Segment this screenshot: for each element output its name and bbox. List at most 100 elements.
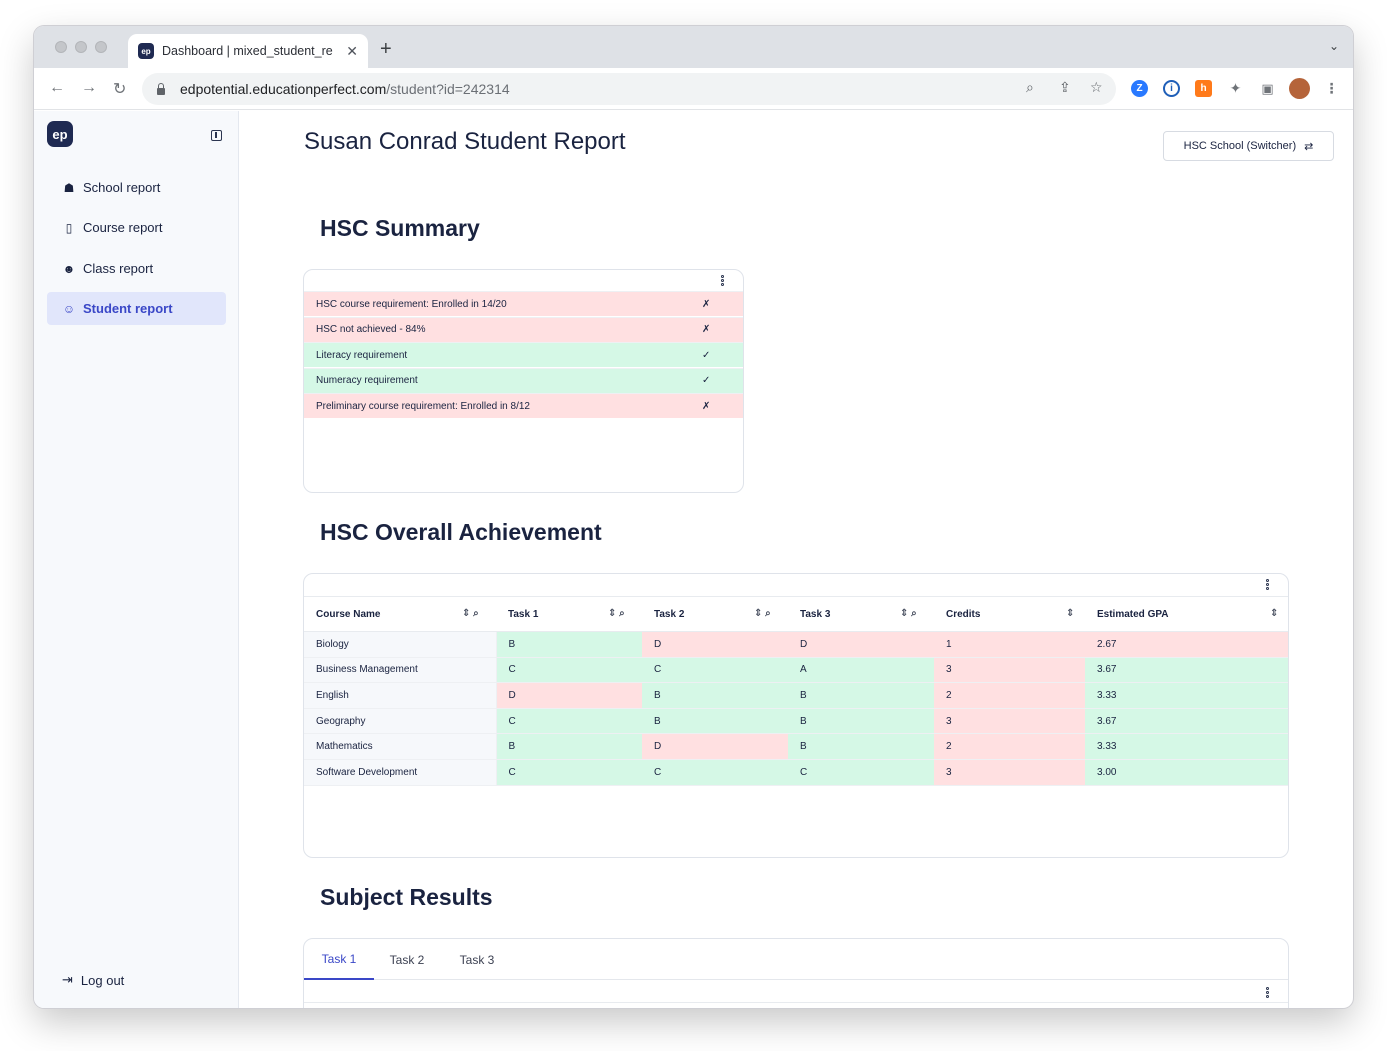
task-3-cell: B bbox=[788, 733, 934, 760]
zoom-icon[interactable]: ⌕ bbox=[1026, 79, 1034, 95]
summary-row: HSC not achieved - 84% ✗ bbox=[304, 316, 743, 342]
side-panel-icon[interactable]: ▣ bbox=[1261, 80, 1274, 96]
sort-search-icon[interactable]: ⇕ ⌕ bbox=[462, 608, 479, 619]
table-row[interactable]: Business Management C C A 3 3.67 bbox=[304, 657, 1288, 684]
credits-cell: 3 bbox=[934, 759, 1085, 786]
achievement-card: Course Name ⇕ ⌕ Task 1 ⇕ ⌕ Task 2 ⇕ ⌕ Task … bbox=[303, 573, 1289, 858]
tab-task-2[interactable]: Task 2 bbox=[389, 952, 425, 967]
column-header-estimated-gpa[interactable]: Estimated GPA ⇕ bbox=[1085, 596, 1288, 632]
sort-icon[interactable]: ⇕ bbox=[1270, 608, 1279, 619]
task-3-cell: B bbox=[788, 708, 934, 735]
sidebar-item-school-report[interactable]: ☗ School report bbox=[47, 171, 226, 204]
back-arrow-icon[interactable]: ← bbox=[49, 79, 65, 96]
browser-tab[interactable]: ep Dashboard | mixed_student_re ✕ bbox=[128, 34, 368, 68]
tab-search-chevron-icon[interactable]: ⌄ bbox=[1328, 39, 1339, 53]
sidebar-item-label: School report bbox=[83, 180, 161, 195]
gpa-cell: 3.33 bbox=[1085, 733, 1288, 760]
bookmark-star-icon[interactable]: ☆ bbox=[1090, 79, 1103, 95]
tab-task-3[interactable]: Task 3 bbox=[459, 952, 495, 967]
task-1-cell: B bbox=[496, 733, 642, 760]
task-2-cell: C bbox=[642, 759, 788, 786]
column-label: Task 1 bbox=[508, 608, 539, 620]
sidebar-item-student-report[interactable]: ☺ Student report bbox=[47, 292, 226, 325]
school-switcher-button[interactable]: HSC School (Switcher) ⇄ bbox=[1163, 131, 1334, 161]
course-name-cell: Geography bbox=[304, 708, 497, 735]
task-2-cell: C bbox=[642, 657, 788, 684]
table-row[interactable]: Geography C B B 3 3.67 bbox=[304, 708, 1288, 735]
tab-task-1[interactable]: Task 1 bbox=[304, 939, 374, 980]
url-text[interactable]: edpotential.educationperfect.com/student… bbox=[180, 81, 510, 97]
gpa-cell: 3.00 bbox=[1085, 759, 1288, 786]
sidebar-item-class-report[interactable]: ☻ Class report bbox=[47, 252, 226, 285]
column-header-task-2[interactable]: Task 2 ⇕ ⌕ bbox=[642, 596, 788, 632]
close-window-button[interactable] bbox=[55, 41, 67, 53]
card-menu-icon[interactable] bbox=[1264, 987, 1270, 999]
sort-search-icon[interactable]: ⇕ ⌕ bbox=[608, 608, 625, 619]
sort-icon[interactable]: ⇕ bbox=[1066, 608, 1075, 619]
collapse-sidebar-icon[interactable] bbox=[211, 130, 222, 141]
sidebar-item-label: Course report bbox=[83, 220, 163, 235]
profile-avatar[interactable] bbox=[1289, 78, 1310, 99]
subject-results-section-title: Subject Results bbox=[320, 884, 493, 910]
credits-cell: 3 bbox=[934, 708, 1085, 735]
table-row[interactable]: Biology B D D 1 2.67 bbox=[304, 631, 1288, 658]
close-tab-icon[interactable]: ✕ bbox=[346, 42, 358, 59]
card-menu-icon[interactable] bbox=[1264, 579, 1270, 591]
column-header-task-1[interactable]: Task 1 ⇕ ⌕ bbox=[496, 596, 642, 632]
gpa-cell: 3.67 bbox=[1085, 657, 1288, 684]
subject-results-card: Task 1 Task 2 Task 3 bbox=[303, 938, 1289, 1008]
subject-results-tabs: Task 1 Task 2 Task 3 bbox=[304, 939, 1288, 980]
divider bbox=[304, 1002, 1288, 1003]
sort-search-icon[interactable]: ⇕ ⌕ bbox=[900, 608, 917, 619]
column-header-course-name[interactable]: Course Name ⇕ ⌕ bbox=[304, 596, 496, 632]
logout-label: Log out bbox=[80, 972, 125, 988]
check-icon: ✓ bbox=[702, 375, 711, 386]
forward-arrow-icon[interactable]: → bbox=[81, 79, 97, 96]
zoom-window-button[interactable] bbox=[95, 41, 107, 53]
cross-icon: ✗ bbox=[702, 400, 711, 412]
summary-row-text: Preliminary course requirement: Enrolled… bbox=[316, 400, 530, 412]
table-row[interactable]: Mathematics B D B 2 3.33 bbox=[304, 733, 1288, 760]
minimize-window-button[interactable] bbox=[75, 41, 87, 53]
column-header-credits[interactable]: Credits ⇕ bbox=[934, 596, 1085, 632]
credits-cell: 3 bbox=[934, 657, 1085, 684]
gpa-cell: 3.67 bbox=[1085, 708, 1288, 735]
logout-button[interactable]: ⇥ Log out bbox=[62, 972, 124, 988]
zoom-extension-icon[interactable]: Z bbox=[1131, 80, 1148, 97]
school-icon: ☗ bbox=[63, 180, 75, 195]
table-row[interactable]: English D B B 2 3.33 bbox=[304, 682, 1288, 709]
credits-cell: 2 bbox=[934, 733, 1085, 760]
share-icon[interactable]: ⇪ bbox=[1059, 79, 1071, 95]
new-tab-icon[interactable]: + bbox=[380, 38, 392, 60]
reload-icon[interactable]: ↻ bbox=[113, 81, 127, 98]
course-name-cell: Mathematics bbox=[304, 733, 497, 760]
task-2-cell: D bbox=[642, 733, 788, 760]
password-extension-icon[interactable]: i bbox=[1163, 80, 1180, 97]
task-3-cell: A bbox=[788, 657, 934, 684]
sort-search-icon[interactable]: ⇕ ⌕ bbox=[754, 608, 771, 619]
column-header-task-3[interactable]: Task 3 ⇕ ⌕ bbox=[788, 596, 934, 632]
course-name-cell: English bbox=[304, 682, 497, 709]
gpa-cell: 2.67 bbox=[1085, 631, 1288, 658]
swap-icon: ⇄ bbox=[1304, 140, 1314, 153]
sidebar-item-course-report[interactable]: ▯ Course report bbox=[47, 211, 226, 244]
check-icon: ✓ bbox=[702, 349, 711, 361]
cross-icon: ✗ bbox=[702, 298, 711, 310]
hubspot-extension-icon[interactable]: h bbox=[1195, 80, 1212, 97]
summary-row-text: Numeracy requirement bbox=[316, 375, 418, 386]
card-menu-icon[interactable] bbox=[719, 275, 725, 287]
table-row[interactable]: Software Development C C C 3 3.00 bbox=[304, 759, 1288, 786]
task-2-cell: B bbox=[642, 682, 788, 709]
task-1-cell: C bbox=[496, 657, 642, 684]
summary-row-text: HSC not achieved - 84% bbox=[316, 324, 426, 335]
task-3-cell: B bbox=[788, 682, 934, 709]
task-2-cell: D bbox=[642, 631, 788, 658]
more-menu-icon[interactable]: ⋮ bbox=[1324, 80, 1339, 96]
extensions-puzzle-icon[interactable]: ✦ bbox=[1229, 80, 1242, 96]
address-bar[interactable]: edpotential.educationperfect.com/student… bbox=[142, 73, 1116, 105]
sidebar-item-label: Class report bbox=[83, 261, 154, 276]
users-icon: ☻ bbox=[62, 261, 76, 276]
achievement-table: Course Name ⇕ ⌕ Task 1 ⇕ ⌕ Task 2 ⇕ ⌕ Task … bbox=[304, 596, 1288, 786]
task-3-cell: D bbox=[788, 631, 934, 658]
course-name-cell: Software Development bbox=[304, 759, 497, 786]
